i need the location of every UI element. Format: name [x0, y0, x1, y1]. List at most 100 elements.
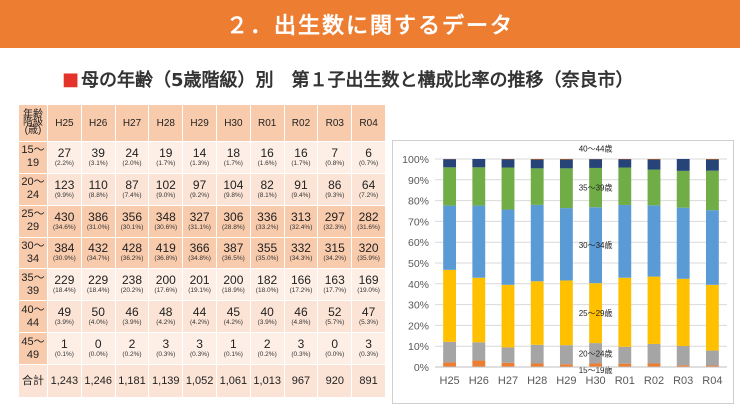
bar-segment — [676, 170, 690, 208]
y-tick-label: 70% — [408, 216, 429, 228]
bar-segment — [501, 284, 515, 348]
cell-percent: (4.2%) — [156, 319, 176, 327]
cell-percent: (5.3%) — [359, 319, 379, 327]
bar-segment — [443, 205, 457, 270]
bar-segment — [559, 159, 573, 160]
age-group-line: 39 — [26, 284, 40, 297]
cell-percent: (9.2%) — [190, 191, 210, 199]
total-cell: 1,243 — [47, 364, 82, 398]
table-cell: 82 (8.1%) — [249, 172, 285, 206]
bar-segment — [530, 363, 544, 367]
cell-count: 182 — [257, 273, 278, 288]
table-cell: 356 (30.1%) — [114, 204, 150, 238]
age-group-line: 30～ — [21, 239, 45, 252]
table-cell: 366 (34.8%) — [182, 236, 217, 270]
cell-count: 336 — [257, 209, 278, 224]
table-cell: 306 (28.8%) — [215, 204, 251, 238]
bar-segment — [618, 346, 632, 364]
cell-percent: (36.8%) — [154, 255, 178, 263]
cell-percent: (34.3%) — [289, 255, 313, 263]
cell-count: 320 — [358, 241, 379, 256]
table-cell: 200 (17.6%) — [148, 268, 184, 302]
age-group-line: 45～ — [21, 335, 45, 348]
cell-count: 39 — [91, 145, 105, 160]
year-header: H26 — [80, 104, 116, 142]
table-cell: 0 (0.0%) — [317, 332, 353, 365]
cell-count: 40 — [260, 305, 274, 320]
cell-percent: (9.8%) — [223, 191, 243, 199]
cell-count: 229 — [88, 273, 109, 288]
table-cell: 16 (1.6%) — [249, 141, 285, 174]
bar-segment — [501, 159, 515, 168]
cell-percent: (0.0%) — [88, 351, 108, 359]
bar-segment — [559, 208, 573, 281]
table-cell: 200 (18.9%) — [215, 268, 251, 302]
table-cell: 18 (1.7%) — [215, 141, 251, 174]
bullet-square: ■ — [62, 68, 80, 90]
bar-segment — [530, 159, 544, 160]
table-cell: 297 (32.3%) — [317, 204, 353, 238]
cell-percent: (8.8%) — [88, 191, 108, 199]
total-cell: 967 — [283, 364, 319, 398]
year-header: R04 — [351, 104, 386, 142]
table-row: 15～ 19 27 (2.2%) 39 (3.1%) 24 (2.0%) 19 (1.7%) 14(… — [18, 141, 386, 174]
year-header: H27 — [114, 104, 150, 142]
age-group-line: 44 — [26, 316, 40, 329]
bar-segment — [501, 362, 515, 367]
table-row: 30～ 34 384 (30.9%) 432 (34.7%) 428 (36.2%) 419 (3… — [18, 236, 386, 270]
bar-segment — [705, 159, 719, 160]
table-cell: 91 (9.4%) — [283, 172, 319, 206]
cell-percent: (0.7%) — [359, 159, 379, 167]
total-cell: 920 — [317, 364, 353, 398]
total-label: 合計 — [18, 364, 48, 398]
age-group-line: 19 — [26, 157, 40, 170]
table-cell: 97 (9.2%) — [182, 172, 217, 206]
cell-percent: (0.1%) — [54, 351, 74, 359]
bar-segment — [501, 167, 515, 210]
cell-count: 50 — [91, 305, 105, 320]
cell-count: 64 — [361, 177, 376, 192]
cell-count: 48 — [159, 305, 173, 320]
cell-percent: (31.6%) — [357, 223, 380, 231]
table-cell: 2 (0.2%) — [249, 332, 285, 365]
bar-segment — [443, 167, 457, 206]
cell-percent: (34.6%) — [53, 223, 76, 231]
table-cell: 282 (31.6%) — [351, 204, 386, 238]
cell-count: 0 — [94, 337, 102, 352]
cell-count: 47 — [361, 305, 376, 320]
table-cell: 47 (5.3%) — [351, 300, 386, 334]
cell-percent: (3.9%) — [257, 319, 277, 327]
age-group-line: 15～ — [21, 144, 45, 157]
cell-count: 327 — [189, 209, 210, 224]
series-annotation: 40～44歳 — [579, 143, 613, 153]
cell-count: 200 — [155, 273, 176, 288]
cell-count: 166 — [290, 273, 311, 288]
bar-segment — [472, 342, 486, 361]
year-header: H30 — [215, 104, 251, 142]
cell-percent: (9.9%) — [54, 191, 74, 199]
cell-count: 386 — [88, 209, 109, 224]
bar-segment — [530, 168, 544, 205]
cell-count: 419 — [155, 241, 176, 256]
bar-segment — [443, 341, 457, 363]
y-tick-label: 80% — [408, 196, 429, 208]
bar-segment — [676, 365, 690, 367]
bar-segment — [501, 347, 515, 363]
bar-segment — [589, 363, 603, 367]
table-cell: 419 (36.8%) — [148, 236, 184, 270]
bar-segment — [443, 269, 457, 342]
cell-count: 163 — [324, 273, 345, 288]
cell-percent: (1.6%) — [257, 159, 277, 167]
cell-count: 200 — [223, 273, 244, 288]
cell-percent: (7.2%) — [359, 191, 379, 199]
cell-percent: (36.2%) — [120, 255, 144, 263]
bar-segment — [647, 159, 661, 160]
corner-label-line: 年齢 — [23, 109, 43, 120]
table-cell: 49 (3.9%) — [47, 300, 82, 334]
cell-count: 3 — [196, 337, 203, 352]
cell-count: 7 — [331, 145, 339, 160]
table-row: 35～ 39 229 (18.4%) 229 (18.4%) 238 (20.2%) 200 (1… — [18, 268, 386, 302]
bar-segment — [618, 204, 632, 278]
table-cell: 123 (9.9%) — [47, 172, 82, 206]
year-header: R02 — [283, 104, 319, 142]
